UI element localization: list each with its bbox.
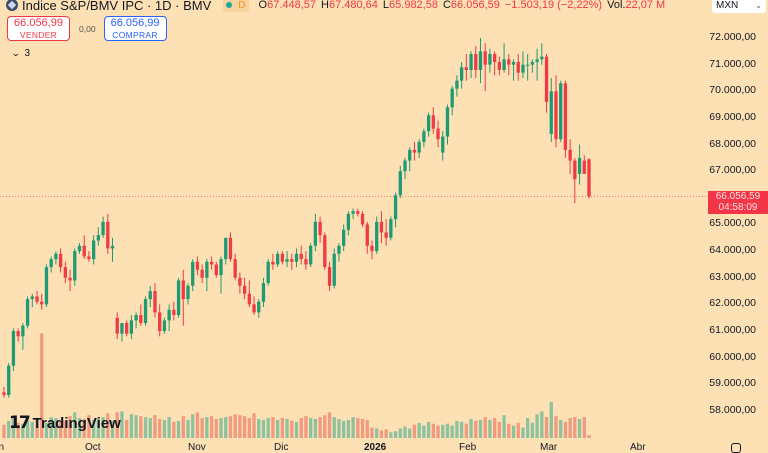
last-price-tag: 66.056,59 04:58:09 [708, 191, 768, 214]
bar-countdown: 04:58:09 [718, 202, 758, 213]
price-tick: 64.000,00 [709, 244, 756, 257]
chevron-down-icon: ⌄ [10, 48, 21, 58]
price-tick: 59.000,00 [709, 377, 756, 390]
sell-button[interactable]: 66.056,99 VENDER [7, 16, 70, 41]
ohlc-close: C66.056,59 [442, 0, 500, 11]
indicators-count: 3 [24, 48, 31, 59]
market-open-dot-icon [226, 2, 233, 8]
price-tick: 67.000,00 [709, 164, 756, 177]
price-tick: 62.000,00 [709, 297, 756, 310]
indicators-toggle[interactable]: ⌄ 3 [10, 48, 31, 59]
time-tick: Oct [85, 442, 101, 453]
time-tick: Dic [274, 442, 289, 453]
trade-panel: 66.056,99 VENDER 0,00 66.056,99 COMPRAR [7, 16, 167, 41]
buy-label: COMPRAR [112, 29, 158, 40]
last-price: 66.056,59 [715, 191, 761, 202]
symbol-legend: Indice S&P/BMV IPC · 1D · BMV D O67.448,… [6, 0, 670, 13]
candles [2, 38, 591, 398]
price-tick: 70.000,00 [709, 84, 756, 97]
delayed-badge: D [238, 0, 246, 11]
ohlc-volume: Vol.22,07 M [607, 0, 666, 11]
price-tick: 60.000,00 [709, 350, 756, 363]
sell-label: VENDER [19, 29, 58, 40]
price-tick: 69.000,00 [709, 110, 756, 123]
price-tick: 63.000,00 [709, 270, 756, 283]
chart-settings-icon[interactable] [731, 443, 741, 453]
currency-value: MXN [716, 0, 739, 11]
time-tick: Nov [188, 442, 206, 453]
time-tick: 2026 [364, 442, 387, 453]
tradingview-wordmark: TradingView [32, 414, 121, 432]
price-tick: 71.000,00 [709, 57, 756, 70]
ohlc-high: H67.480,64 [321, 0, 378, 11]
chevron-down-icon: ⌄ [755, 0, 762, 10]
market-status[interactable]: D [223, 0, 249, 12]
price-tick: 68.000,00 [709, 137, 756, 150]
buy-button[interactable]: 66.056,99 COMPRAR [103, 16, 167, 41]
price-tick: 72.000,00 [709, 31, 756, 43]
ohlc-low: L65.982,58 [382, 0, 438, 11]
time-tick: Abr [630, 442, 646, 453]
currency-select[interactable]: MXN ⌄ [712, 0, 766, 13]
time-tick: Mar [540, 442, 558, 453]
time-tick: un [0, 442, 5, 453]
ohlc-change: −1.503,19 (−2,22%) [504, 0, 603, 11]
price-tick: 58.000,00 [709, 403, 756, 416]
symbol-title[interactable]: Indice S&P/BMV IPC · 1D · BMV [22, 0, 212, 13]
tradingview-logo[interactable]: 𝟭𝟳 TradingView [9, 413, 121, 433]
volume-bars [2, 333, 591, 438]
symbol-logo-icon [6, 0, 18, 11]
price-tick: 61.000,00 [709, 324, 756, 337]
ohlc-open: O67.448,57 [258, 0, 317, 11]
price-tick: 65.000,00 [709, 217, 756, 230]
tradingview-mark-icon: 𝟭𝟳 [9, 413, 31, 432]
sell-price: 66.056,99 [14, 16, 63, 29]
buy-price: 66.056,99 [110, 16, 160, 29]
time-tick: Feb [459, 442, 477, 453]
spread-value: 0,00 [79, 23, 96, 34]
